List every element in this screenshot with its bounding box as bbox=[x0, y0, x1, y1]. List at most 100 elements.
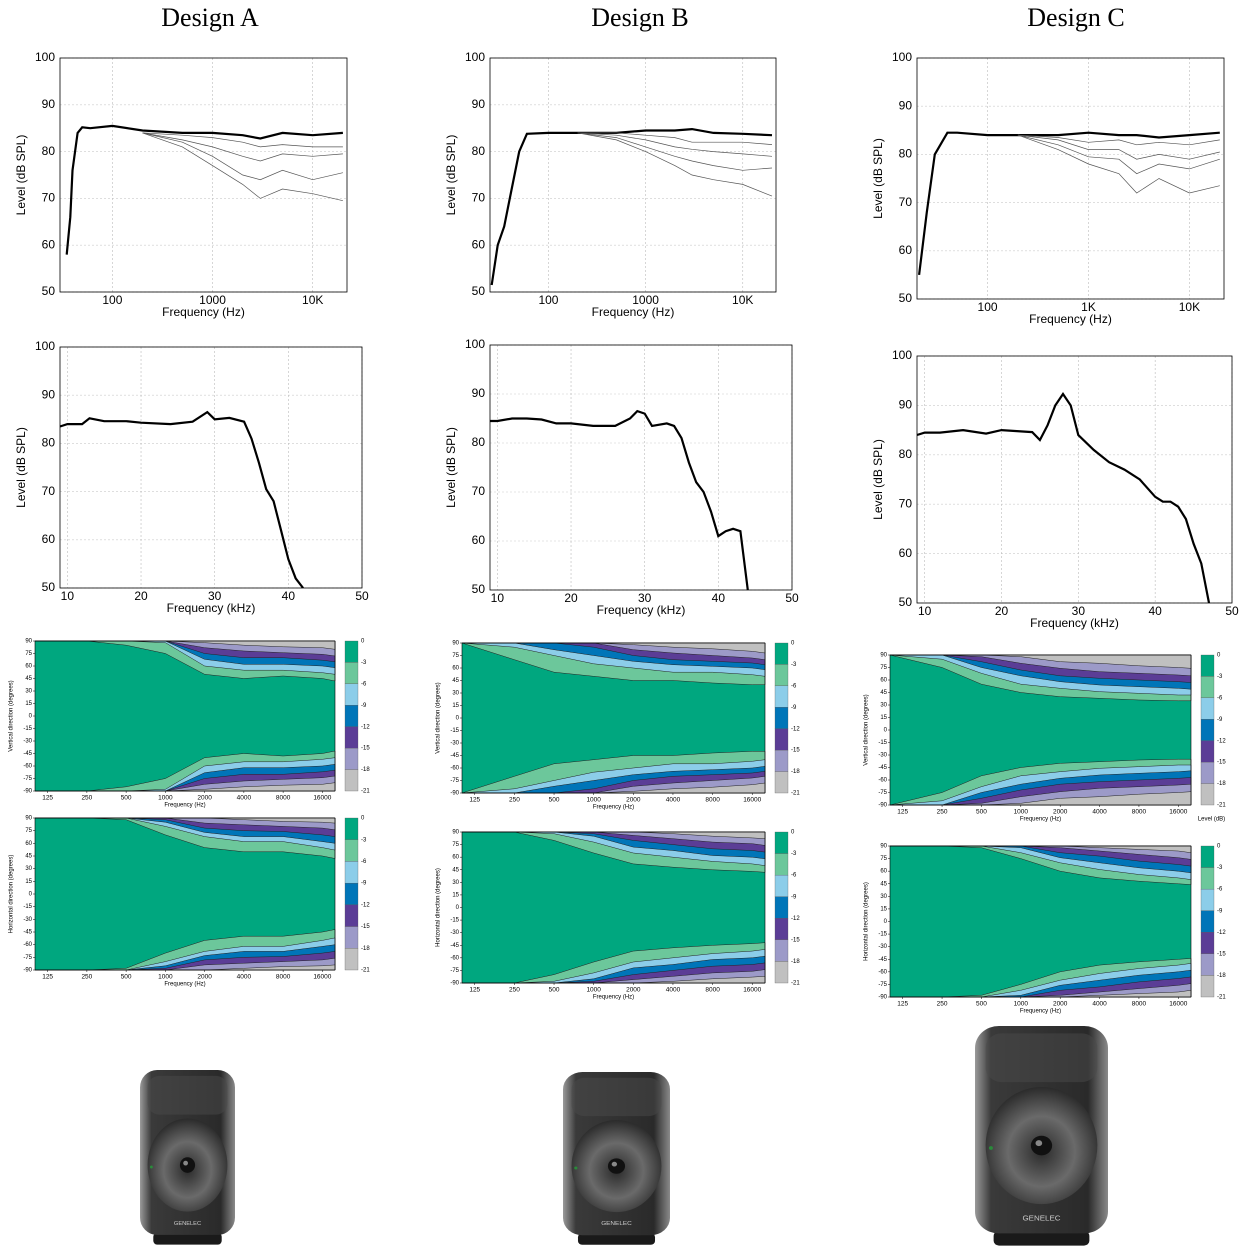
x-tick-label: 40 bbox=[712, 591, 726, 605]
series-line bbox=[577, 132, 773, 145]
colorbar-title: Level (dB) bbox=[1198, 817, 1225, 823]
colorbar-cell bbox=[1200, 719, 1215, 741]
series-line bbox=[142, 132, 343, 202]
colorbar-label: -12 bbox=[1217, 930, 1226, 936]
y-tick-label: -75 bbox=[450, 968, 459, 974]
y-tick-label: 75 bbox=[880, 665, 887, 671]
y-tick-label: 70 bbox=[899, 496, 913, 510]
colorbar-cell bbox=[1200, 932, 1215, 955]
x-tick-label: 250 bbox=[937, 1001, 948, 1008]
x-tick-label: 8000 bbox=[276, 974, 291, 981]
y-tick-label: 50 bbox=[472, 284, 486, 298]
speaker-image: GENELEC bbox=[563, 1072, 670, 1245]
colorbar-cell bbox=[344, 861, 359, 884]
y-tick-label: 0 bbox=[29, 892, 33, 898]
x-tick-label: 50 bbox=[785, 591, 799, 605]
colorbar-label: -18 bbox=[361, 946, 370, 952]
y-axis-label: Level (dB SPL) bbox=[871, 439, 885, 520]
colorbar-cell bbox=[344, 817, 359, 840]
colorbar-label: -18 bbox=[1217, 973, 1226, 979]
series-line bbox=[60, 410, 304, 588]
series-line bbox=[577, 132, 773, 171]
y-tick-label: -90 bbox=[450, 981, 459, 987]
x-axis-label: Frequency (Hz) bbox=[164, 803, 205, 809]
y-tick-label: 45 bbox=[452, 678, 459, 684]
colorbar-label: -3 bbox=[361, 837, 367, 843]
y-tick-label: -90 bbox=[23, 968, 32, 974]
x-tick-label: 16000 bbox=[313, 974, 331, 981]
y-tick-label: 30 bbox=[452, 691, 459, 697]
x-tick-label: 125 bbox=[469, 797, 480, 804]
x-tick-label: 10 bbox=[491, 591, 505, 605]
colorbar-cell bbox=[774, 918, 789, 941]
colorbar-cell bbox=[344, 948, 359, 971]
y-tick-label: 15 bbox=[880, 715, 887, 721]
colorbar-label: -12 bbox=[791, 726, 800, 732]
colorbar-cell bbox=[344, 747, 359, 770]
x-tick-label: 30 bbox=[208, 589, 222, 603]
y-tick-label: 70 bbox=[42, 191, 56, 205]
colorbar-cell bbox=[774, 831, 789, 854]
series-line bbox=[918, 131, 1220, 276]
y-tick-label: 50 bbox=[899, 595, 913, 609]
y-tick-label: -75 bbox=[450, 778, 459, 784]
x-tick-label: 40 bbox=[1148, 604, 1162, 618]
y-tick-label: 100 bbox=[35, 339, 55, 353]
y-tick-label: 75 bbox=[452, 842, 459, 848]
y-tick-label: 100 bbox=[35, 50, 55, 64]
colorbar-label: -21 bbox=[791, 791, 800, 797]
colorbar-label: -21 bbox=[791, 981, 800, 987]
x-tick-label: 30 bbox=[1072, 604, 1086, 618]
y-tick-label: 30 bbox=[25, 866, 32, 872]
speaker-image: GENELEC bbox=[140, 1070, 235, 1245]
y-tick-label: 60 bbox=[472, 533, 486, 547]
colorbar-label: -18 bbox=[1217, 781, 1226, 787]
y-tick-label: 60 bbox=[452, 666, 459, 672]
colorbar-cell bbox=[774, 874, 789, 897]
y-axis-label: Horizontal direction (degrees) bbox=[864, 882, 870, 961]
y-tick-label: 30 bbox=[25, 689, 32, 695]
y-tick-label: 80 bbox=[472, 144, 486, 158]
y-tick-label: -15 bbox=[23, 726, 32, 732]
y-axis-label: Vertical direction (degrees) bbox=[9, 680, 15, 751]
series-line bbox=[142, 132, 343, 148]
y-axis-label: Horizontal direction (degrees) bbox=[436, 868, 442, 947]
y-tick-label: 80 bbox=[899, 447, 913, 461]
x-tick-label: 10 bbox=[61, 589, 75, 603]
y-tick-label: 80 bbox=[472, 435, 486, 449]
colorbar-label: -21 bbox=[1217, 803, 1226, 809]
y-tick-label: 0 bbox=[884, 919, 888, 925]
plot-area bbox=[60, 347, 362, 588]
colorbar-label: -6 bbox=[791, 873, 797, 879]
speaker-brand: GENELEC bbox=[1022, 1214, 1061, 1223]
x-axis-label: Frequency (Hz) bbox=[1020, 1009, 1061, 1015]
series-line bbox=[490, 409, 749, 590]
x-tick-label: 250 bbox=[937, 809, 948, 816]
colorbar-cell bbox=[774, 896, 789, 919]
colorbar-label: 0 bbox=[1217, 844, 1221, 850]
y-tick-label: 90 bbox=[472, 386, 486, 400]
y-tick-label: 45 bbox=[880, 690, 887, 696]
speaker-image: GENELEC bbox=[975, 1026, 1108, 1246]
y-tick-label: 90 bbox=[880, 653, 887, 659]
y-tick-label: 50 bbox=[42, 580, 56, 594]
x-tick-label: 10K bbox=[732, 293, 753, 307]
y-tick-label: 80 bbox=[42, 436, 56, 450]
y-tick-label: 70 bbox=[472, 191, 486, 205]
y-tick-label: 90 bbox=[899, 98, 913, 112]
y-tick-label: -60 bbox=[450, 955, 459, 961]
series-line bbox=[1017, 134, 1220, 146]
x-tick-label: 4000 bbox=[237, 974, 252, 981]
x-tick-label: 1000 bbox=[586, 797, 601, 804]
x-axis-label: Frequency (Hz) bbox=[162, 305, 245, 319]
colorbar-label: -3 bbox=[361, 660, 367, 666]
x-tick-label: 100 bbox=[538, 293, 558, 307]
colorbar-label: 0 bbox=[791, 641, 795, 647]
y-tick-label: 30 bbox=[880, 703, 887, 709]
x-tick-label: 8000 bbox=[1132, 809, 1147, 816]
y-axis-label: Level (dB SPL) bbox=[444, 135, 458, 216]
colorbar-label: -3 bbox=[791, 662, 797, 668]
x-tick-label: 1000 bbox=[632, 293, 659, 307]
x-tick-label: 2000 bbox=[626, 987, 641, 994]
